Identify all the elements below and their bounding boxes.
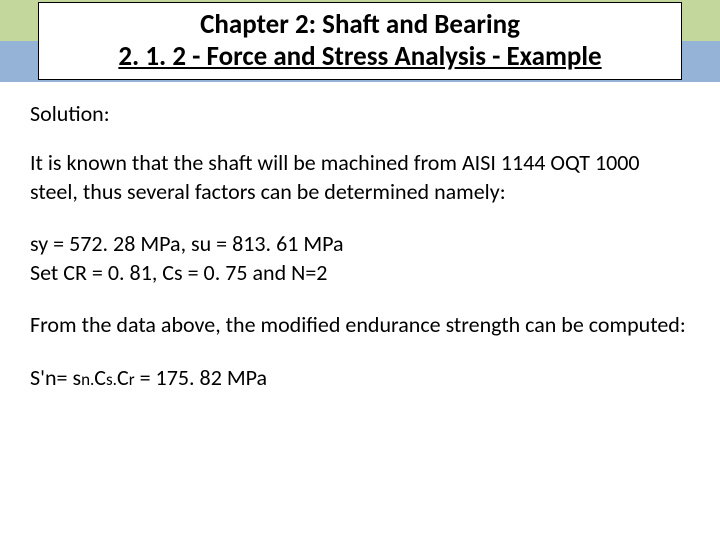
formula-mid-1: C — [94, 364, 106, 391]
solution-label: Solution: — [30, 100, 690, 127]
values-line-1: sy = 572. 28 MPa, su = 813. 61 MPa — [30, 230, 690, 259]
title-box: Chapter 2: Shaft and Bearing 2. 1. 2 - F… — [38, 2, 682, 80]
paragraph-intro: It is known that the shaft will be machi… — [30, 149, 690, 206]
paragraph-endurance: From the data above, the modified endura… — [30, 311, 690, 340]
values-line-2: Set CR = 0. 81, Cs = 0. 75 and N=2 — [30, 259, 690, 288]
formula-sub-s: s. — [106, 369, 117, 390]
formula-sub-n: n. — [81, 369, 94, 390]
section-title: 2. 1. 2 - Force and Stress Analysis - Ex… — [118, 41, 601, 73]
values-block: sy = 572. 28 MPa, su = 813. 61 MPa Set C… — [30, 230, 690, 287]
formula-mid-2: C — [117, 364, 129, 391]
chapter-title: Chapter 2: Shaft and Bearing — [200, 9, 520, 41]
formula-prefix: S'n= s — [30, 364, 81, 391]
formula-line: S'n= sn.Cs.Cr = 175. 82 MPa — [30, 364, 690, 393]
formula-suffix: = 175. 82 MPa — [135, 364, 267, 391]
content-area: Solution: It is known that the shaft wil… — [30, 100, 690, 393]
